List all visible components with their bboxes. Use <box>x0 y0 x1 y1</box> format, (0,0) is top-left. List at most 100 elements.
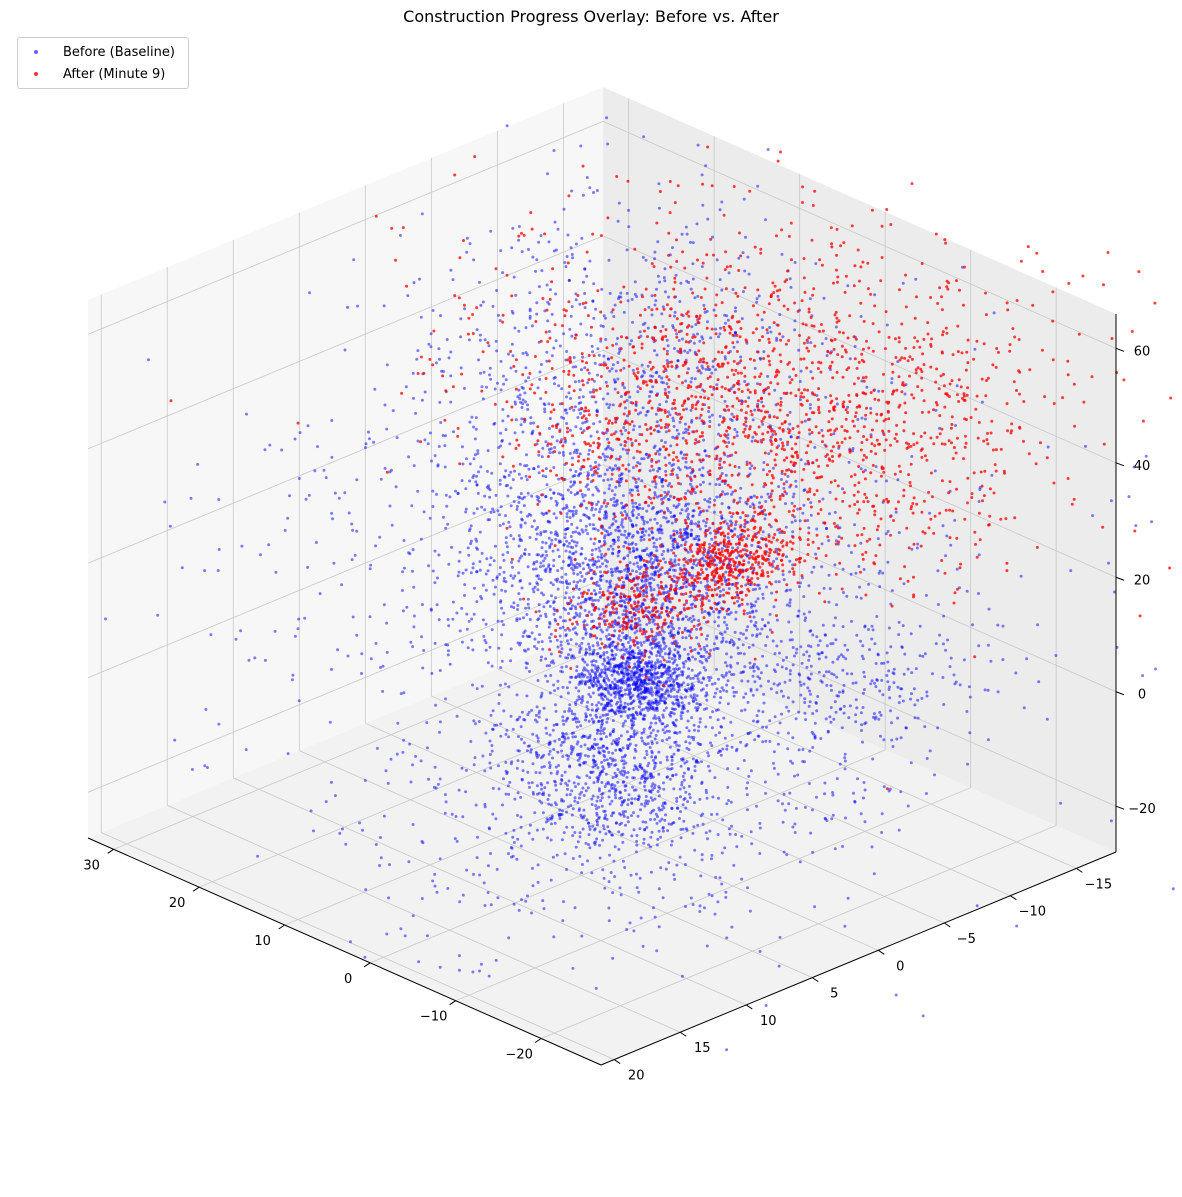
data-point <box>588 259 592 263</box>
data-point <box>590 473 594 477</box>
data-point <box>539 578 543 582</box>
data-point <box>617 737 621 740</box>
data-point <box>734 306 737 310</box>
data-point <box>604 713 608 717</box>
data-point <box>516 641 520 645</box>
data-point <box>374 641 378 645</box>
data-point <box>657 925 661 929</box>
data-point <box>509 470 513 474</box>
data-point <box>559 695 563 699</box>
data-point <box>621 505 625 509</box>
data-point <box>524 606 528 610</box>
data-point <box>793 319 797 323</box>
data-point <box>559 743 563 747</box>
data-point <box>632 828 636 832</box>
data-point <box>828 587 832 591</box>
data-point <box>681 436 685 440</box>
data-point <box>636 385 640 389</box>
data-point <box>802 612 806 616</box>
data-point <box>604 832 608 836</box>
data-point <box>597 539 601 543</box>
data-point <box>603 727 606 731</box>
data-point <box>728 670 732 674</box>
data-point <box>687 748 691 752</box>
data-point <box>498 462 502 466</box>
data-point <box>606 667 610 671</box>
data-point <box>725 689 729 693</box>
data-point <box>613 387 617 391</box>
data-point <box>545 601 549 605</box>
data-point <box>580 863 584 866</box>
data-point <box>558 634 562 638</box>
data-point <box>633 662 637 666</box>
data-point <box>793 774 796 778</box>
data-point <box>573 906 577 910</box>
data-point <box>490 664 494 668</box>
data-point <box>672 425 676 428</box>
data-point <box>483 769 487 773</box>
data-point <box>758 852 762 855</box>
data-point <box>522 495 526 499</box>
data-point <box>587 833 591 837</box>
data-point <box>649 725 652 729</box>
data-point <box>630 674 633 678</box>
data-point <box>624 428 628 432</box>
data-point <box>622 426 626 430</box>
data-point <box>578 650 582 654</box>
data-point <box>494 958 498 962</box>
data-point <box>510 246 514 250</box>
data-point <box>610 673 614 677</box>
data-point <box>634 480 638 484</box>
data-point <box>599 637 603 641</box>
data-point <box>679 836 683 840</box>
data-point <box>612 859 616 863</box>
data-point <box>484 622 488 626</box>
data-point <box>761 592 765 596</box>
data-point <box>552 149 556 152</box>
data-point <box>425 934 429 938</box>
data-point <box>684 460 688 464</box>
data-point <box>793 831 797 834</box>
data-point <box>510 855 513 859</box>
data-point <box>599 474 603 478</box>
data-point <box>595 837 599 841</box>
data-point <box>611 403 615 407</box>
data-point <box>542 530 546 534</box>
data-point <box>736 599 739 603</box>
data-point <box>661 829 665 833</box>
data-point <box>485 557 489 561</box>
data-point <box>618 529 622 533</box>
data-point <box>716 833 720 836</box>
data-point <box>691 831 695 835</box>
data-point <box>600 287 604 291</box>
data-point <box>498 513 501 517</box>
data-point <box>507 520 511 524</box>
data-point <box>561 625 565 629</box>
data-point <box>579 646 583 650</box>
data-point <box>745 808 749 812</box>
data-point <box>726 318 730 322</box>
data-point <box>779 437 783 441</box>
data-point <box>638 656 642 660</box>
data-point <box>622 366 626 370</box>
data-point <box>578 532 582 536</box>
data-point <box>763 517 767 521</box>
data-point <box>488 753 492 756</box>
data-point <box>623 649 627 652</box>
data-point <box>699 371 703 375</box>
data-point <box>583 366 587 370</box>
data-point <box>618 706 622 709</box>
data-point <box>487 486 491 490</box>
data-point <box>776 772 780 776</box>
data-point <box>652 588 656 592</box>
data-point <box>608 683 612 687</box>
data-point <box>739 516 742 519</box>
data-point <box>553 375 557 379</box>
data-point <box>689 594 693 598</box>
data-point <box>624 636 628 640</box>
data-point <box>572 580 576 584</box>
data-point <box>606 392 610 396</box>
data-point <box>623 386 626 390</box>
data-point <box>605 758 609 762</box>
data-point <box>582 794 586 797</box>
